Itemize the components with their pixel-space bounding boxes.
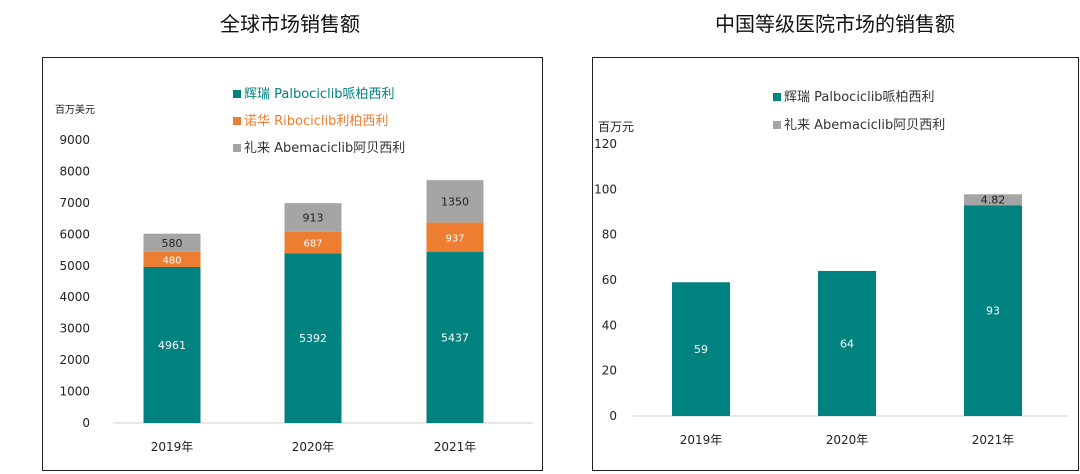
global-sales-chart-panel: 百万美元 0 1000 2000 3000 4000 5000 6000 7000 8000 900… xyxy=(42,57,543,471)
x-tick-label: 2020年 xyxy=(826,433,869,447)
data-label: 480 xyxy=(162,255,181,266)
y-tick-label: 5000 xyxy=(59,259,90,273)
data-label: 937 xyxy=(445,233,464,244)
y-tick-label: 0 xyxy=(82,416,90,430)
y-tick-label: 40 xyxy=(602,318,617,332)
x-tick-label: 2019年 xyxy=(151,440,194,454)
legend-swatch xyxy=(233,144,241,152)
legend-swatch xyxy=(773,121,781,129)
y-tick-label: 4000 xyxy=(59,290,90,304)
data-label: 913 xyxy=(303,211,324,224)
bar-segment xyxy=(964,194,1022,206)
china-hospital-sales-chart-panel: 百万元 0 20 40 60 80 100 120 59 2019年 64 2020年 93 4.82 20… xyxy=(592,57,1079,471)
bar-segment xyxy=(818,270,876,416)
right-chart-heading: 中国等级医院市场的销售额 xyxy=(715,12,955,36)
data-label: 93 xyxy=(986,305,1000,318)
y-tick-label: 0 xyxy=(609,409,617,423)
x-tick-label: 2021年 xyxy=(434,440,477,454)
y-tick-label: 100 xyxy=(594,182,617,196)
y-tick-label: 20 xyxy=(602,364,617,378)
data-label: 580 xyxy=(162,237,183,250)
bar-segment xyxy=(426,252,484,423)
y-axis-unit-label: 百万元 xyxy=(598,120,634,134)
left-chart-heading: 全球市场销售额 xyxy=(220,12,360,36)
bar-segment xyxy=(284,253,342,423)
legend-label: 辉瑞 Palbociclib哌柏西利 xyxy=(244,86,395,102)
y-tick-label: 6000 xyxy=(59,227,90,241)
legend-label: 礼来 Abemaciclib阿贝西利 xyxy=(784,117,945,133)
x-tick-label: 2021年 xyxy=(972,433,1015,447)
y-tick-label: 120 xyxy=(594,137,617,151)
bar-segment xyxy=(284,203,342,232)
data-label: 59 xyxy=(694,343,708,356)
y-tick-label: 9000 xyxy=(59,133,90,147)
y-axis-unit-label: 百万美元 xyxy=(55,103,95,116)
legend-swatch xyxy=(233,117,241,125)
data-label: 4961 xyxy=(158,339,186,352)
data-label: 4.82 xyxy=(981,194,1006,207)
x-tick-label: 2019年 xyxy=(680,433,723,447)
bar-segment xyxy=(143,267,201,423)
bar-segment xyxy=(426,180,484,223)
y-tick-label: 1000 xyxy=(59,385,90,399)
legend-swatch xyxy=(773,93,781,101)
bar-segment xyxy=(672,282,730,416)
x-tick-label: 2020年 xyxy=(292,440,335,454)
data-label: 64 xyxy=(840,337,854,350)
legend-label: 辉瑞 Palbociclib哌柏西利 xyxy=(784,89,935,105)
data-label: 1350 xyxy=(441,195,469,208)
bar-segment xyxy=(284,231,342,254)
data-label: 5437 xyxy=(441,332,469,345)
y-tick-label: 8000 xyxy=(59,164,90,178)
legend-swatch xyxy=(233,90,241,98)
y-tick-label: 3000 xyxy=(59,322,90,336)
data-label: 687 xyxy=(303,239,322,250)
y-tick-label: 60 xyxy=(602,273,617,287)
bar-segment xyxy=(964,205,1022,416)
y-tick-label: 2000 xyxy=(59,353,90,367)
y-tick-label: 80 xyxy=(602,228,617,242)
china-hospital-sales-chart: 百万元 0 20 40 60 80 100 120 59 2019年 64 2020年 93 4.82 20… xyxy=(594,89,1068,447)
data-label: 5392 xyxy=(299,332,327,345)
y-tick-label: 7000 xyxy=(59,196,90,210)
legend-label: 诺华 Ribociclib利柏西利 xyxy=(244,114,388,129)
bar-segment xyxy=(143,233,201,252)
legend-label: 礼来 Abemaciclib阿贝西利 xyxy=(244,140,405,156)
bar-segment xyxy=(426,222,484,253)
bar-segment xyxy=(143,251,201,268)
global-sales-chart: 百万美元 0 1000 2000 3000 4000 5000 6000 7000 8000 900… xyxy=(55,86,533,454)
